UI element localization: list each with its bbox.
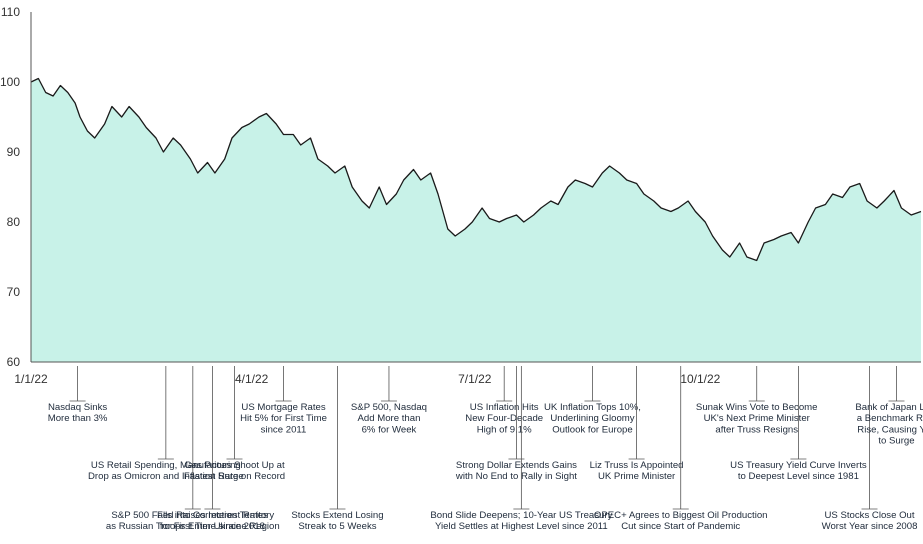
x-tick-label: 1/1/22 <box>14 372 48 386</box>
annotation-text: S&P 500, Nasdaq <box>351 402 427 413</box>
annotation-text: US Treasury Yield Curve Inverts <box>730 460 867 471</box>
annotation-text: S&P 500 Falls into Correction Territory <box>111 510 274 521</box>
annotation-text: Fastest Rate on Record <box>184 471 285 482</box>
annotation-text: after Truss Resigns <box>715 424 798 435</box>
annotation: OPEC+ Agrees to Biggest Oil ProductionCu… <box>594 366 768 532</box>
annotation-text: New Four-Decade <box>465 413 543 424</box>
annotation-text: Yield Settles at Highest Level since 201… <box>435 521 608 532</box>
y-tick-label: 80 <box>7 215 21 229</box>
annotation-text: Drop as Omicron and Inflation Surge <box>88 471 244 482</box>
y-tick-label: 90 <box>7 145 21 159</box>
annotation-text: Worst Year since 2008 <box>822 521 918 532</box>
annotation-text: OPEC+ Agrees to Biggest Oil Production <box>594 510 768 521</box>
y-tick-label: 100 <box>0 75 20 89</box>
annotation-text: Rise, Causing Yen <box>857 424 923 435</box>
annotation-text: a Benchmark Rate <box>857 413 923 424</box>
annotation-text: Fed Raises Interest Rates <box>157 510 268 521</box>
x-tick-label: 7/1/22 <box>458 372 492 386</box>
annotation-text: Sunak Wins Vote to Become <box>696 402 818 413</box>
annotation: S&P 500 Falls into Correction Territorya… <box>106 366 280 532</box>
annotation-text: High of 9.1% <box>477 424 532 435</box>
annotation-text: as Russian Troops Enter Ukraine Region <box>106 521 280 532</box>
x-tick-label: 4/1/22 <box>235 372 269 386</box>
annotation-text: US Mortgage Rates <box>241 402 325 413</box>
annotation-text: 6% for Week <box>362 424 417 435</box>
annotation: Bank of Japan Letsa Benchmark RateRise, … <box>855 366 923 447</box>
annotation-text: Streak to 5 Weeks <box>298 521 376 532</box>
y-tick-label: 60 <box>7 355 21 369</box>
index-line <box>30 77 922 262</box>
annotation-text: Hit 5% for First Time <box>240 413 327 424</box>
annotation-text: to Deepest Level since 1981 <box>738 471 859 482</box>
x-axis-ticks: 1/1/22 4/1/22 7/1/22 10/1/22 <box>14 372 720 386</box>
annotation-text: UK Inflation Tops 10%, <box>544 402 641 413</box>
annotation-text: Liz Truss Is Appointed <box>590 460 684 471</box>
annotation-text: US Stocks Close Out <box>824 510 914 521</box>
annotation-text: Underlining Gloomy <box>550 413 634 424</box>
annotation-text: Strong Dollar Extends Gains <box>456 460 577 471</box>
annotation-text: for First Time since 2018 <box>160 521 265 532</box>
x-tick-label: 10/1/22 <box>680 372 720 386</box>
annotation-text: UK's Next Prime Minister <box>704 413 811 424</box>
annotation-text: US Inflation Hits <box>470 402 539 413</box>
annotation-text: More than 3% <box>48 413 108 424</box>
annotation-text: Bank of Japan Lets <box>855 402 923 413</box>
annotation-text: since 2011 <box>261 424 307 435</box>
annotation-text: with No End to Rally in Sight <box>455 471 577 482</box>
annotation-text: Bond Slide Deepens; 10-Year US Treasury <box>430 510 612 521</box>
y-tick-label: 110 <box>1 5 20 19</box>
annotation-text: to Surge <box>878 436 914 447</box>
annotation-text: US Retail Spending, Manufacturing <box>91 460 241 471</box>
annotation: UK Inflation Tops 10%,Underlining Gloomy… <box>544 366 641 435</box>
annotation-text: Nasdaq Sinks <box>48 402 107 413</box>
annotation: Bond Slide Deepens; 10-Year US TreasuryY… <box>430 366 613 532</box>
annotation-text: Stocks Extend Losing <box>291 510 383 521</box>
y-tick-label: 70 <box>7 285 21 299</box>
annotation-text: UK Prime Minister <box>598 471 676 482</box>
index-area-fill <box>31 78 921 362</box>
annotation-text: Cut since Start of Pandemic <box>621 521 740 532</box>
annotation-text: Outlook for Europe <box>552 424 633 435</box>
annotation-text: Add More than <box>357 413 420 424</box>
annotation-text: Gas Prices Shoot Up at <box>184 460 285 471</box>
y-axis-ticks: 60 70 80 90 100 110 <box>0 5 20 369</box>
